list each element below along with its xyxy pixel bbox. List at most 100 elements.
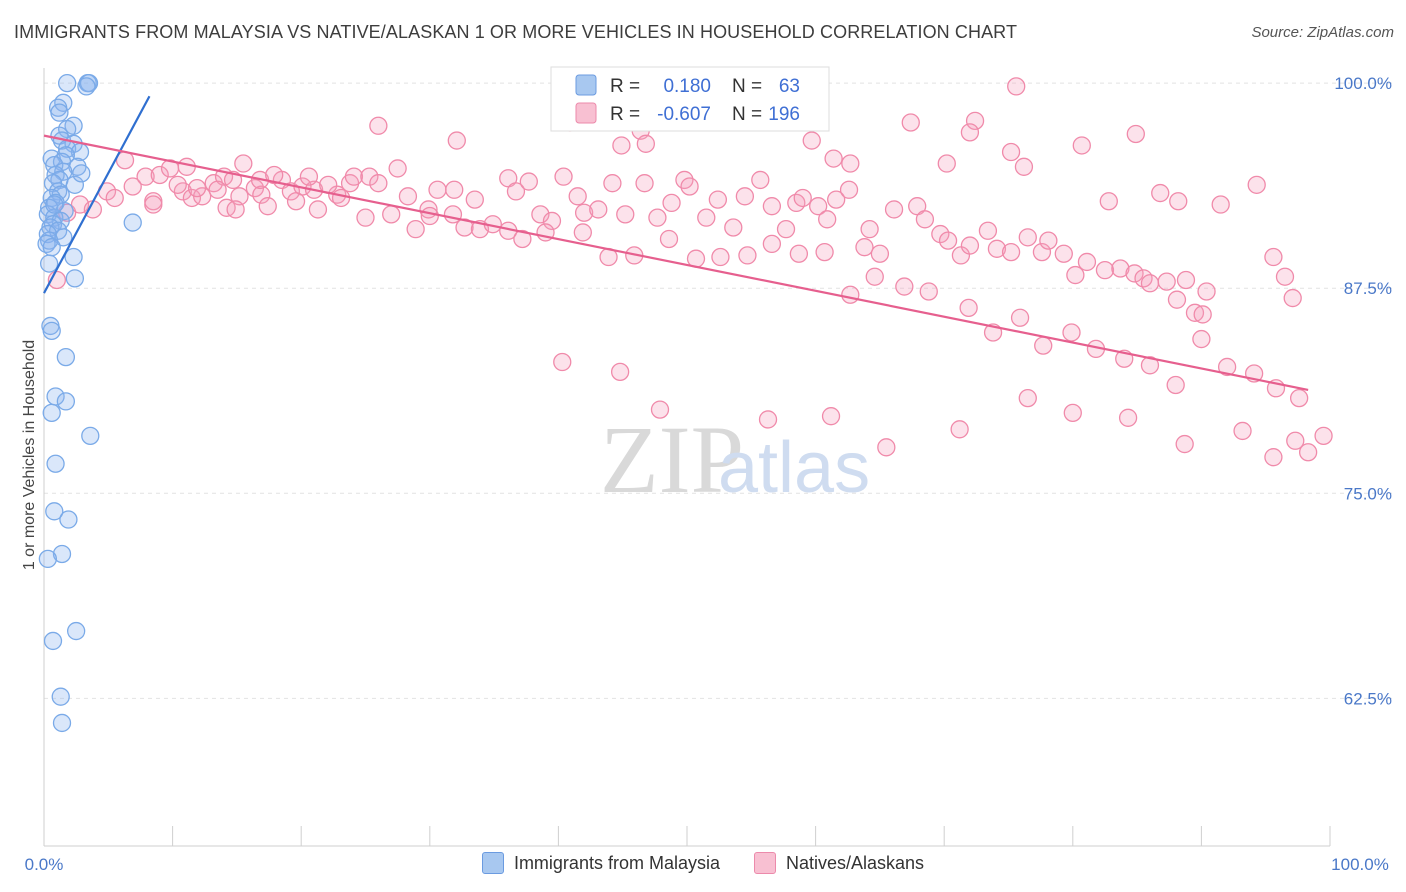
malaysia-point-56 xyxy=(38,549,58,569)
natives-point-18 xyxy=(223,170,243,190)
natives-point-8 xyxy=(136,167,155,186)
natives-point-155 xyxy=(711,247,730,267)
legend-item-malaysia: Immigrants from Malaysia xyxy=(481,852,720,874)
natives-point-96 xyxy=(1157,272,1176,291)
malaysia-point-38 xyxy=(54,228,73,247)
y-axis-label: 1 or more Vehicles in Household xyxy=(21,340,38,570)
natives-point-168 xyxy=(1062,323,1081,342)
natives-point-116 xyxy=(1001,142,1021,162)
natives-point-36 xyxy=(398,187,418,206)
natives-point-133 xyxy=(208,180,227,199)
legend-r-label-2: R = xyxy=(610,104,640,125)
correlation-legend: R = 0.180 N = 63 R = -0.607 N = 196 xyxy=(550,66,830,132)
malaysia-point-41 xyxy=(42,238,61,257)
legend-swatch-malaysia xyxy=(575,74,597,96)
natives-point-83 xyxy=(987,239,1007,258)
natives-point-71 xyxy=(839,180,859,199)
natives-point-70 xyxy=(827,190,846,209)
natives-point-20 xyxy=(217,198,236,217)
natives-point-107 xyxy=(802,131,821,150)
natives-point-173 xyxy=(1192,329,1211,349)
malaysia-point-40 xyxy=(37,234,56,254)
natives-point-110 xyxy=(841,154,860,173)
malaysia-point-62 xyxy=(72,164,91,183)
natives-point-183 xyxy=(877,438,896,457)
natives-point-97 xyxy=(1167,290,1187,309)
natives-point-119 xyxy=(1099,192,1118,211)
axes xyxy=(43,68,1331,847)
malaysia-point-53 xyxy=(45,502,64,521)
natives-point-113 xyxy=(965,111,985,131)
natives-point-23 xyxy=(252,185,271,204)
natives-point-68 xyxy=(809,197,828,216)
malaysia-point-60 xyxy=(52,713,72,733)
natives-point-193 xyxy=(1314,426,1333,446)
malaysia-point-35 xyxy=(123,213,142,232)
natives-point-64 xyxy=(762,197,782,216)
malaysia-point-55 xyxy=(52,544,72,564)
natives-point-62 xyxy=(735,187,755,206)
legend-label-malaysia: Immigrants from Malaysia xyxy=(513,852,720,873)
y-tick-label-3: 100.0% xyxy=(1334,74,1392,93)
malaysia-point-54 xyxy=(59,510,78,529)
natives-point-88 xyxy=(1054,244,1073,263)
natives-point-86 xyxy=(1032,242,1052,262)
natives-point-60 xyxy=(708,190,728,209)
natives-point-177 xyxy=(1289,388,1309,408)
natives-point-32 xyxy=(344,167,364,186)
natives-point-90 xyxy=(1077,252,1097,272)
natives-point-188 xyxy=(1175,434,1194,454)
natives-point-125 xyxy=(1211,195,1230,214)
natives-point-182 xyxy=(821,407,841,426)
malaysia-point-46 xyxy=(42,321,61,341)
natives-point-49 xyxy=(568,187,587,206)
natives-point-166 xyxy=(1010,308,1030,327)
natives-point-136 xyxy=(265,165,284,185)
legend-r-value-1: 0.180 xyxy=(663,76,711,97)
natives-point-101 xyxy=(447,131,466,150)
natives-point-161 xyxy=(865,267,884,286)
natives-point-189 xyxy=(1233,421,1252,441)
natives-point-40 xyxy=(455,218,474,237)
malaysia-point-58 xyxy=(43,631,63,651)
natives-point-89 xyxy=(1066,265,1085,285)
legend-swatch-natives-bottom xyxy=(753,852,776,874)
legend-item-natives: Natives/Alaskans xyxy=(753,852,924,874)
natives-point-121 xyxy=(1151,183,1170,203)
natives-point-185 xyxy=(1018,388,1037,408)
natives-point-192 xyxy=(1298,443,1318,462)
natives-point-174 xyxy=(1217,357,1237,377)
x-tick-label-0: 0.0% xyxy=(25,855,64,874)
natives-trend-line xyxy=(43,134,1309,391)
natives-point-35 xyxy=(388,159,407,178)
natives-point-158 xyxy=(789,244,809,263)
natives-point-132 xyxy=(187,178,207,198)
natives-point-100 xyxy=(369,116,388,135)
legend-n-label-1: N = xyxy=(732,76,762,97)
natives-point-178 xyxy=(553,352,572,372)
natives-point-124 xyxy=(1197,282,1216,301)
natives-point-81 xyxy=(960,236,980,255)
natives-point-12 xyxy=(177,157,196,176)
malaysia-point-59 xyxy=(51,687,70,706)
natives-point-146 xyxy=(465,190,484,209)
natives-point-114 xyxy=(960,123,980,142)
natives-point-144 xyxy=(420,206,439,226)
natives-point-130 xyxy=(144,195,163,214)
natives-point-145 xyxy=(443,205,463,224)
natives-point-171 xyxy=(1140,356,1160,375)
natives-point-33 xyxy=(360,167,379,186)
malaysia-point-44 xyxy=(65,269,85,288)
natives-point-10 xyxy=(150,165,169,185)
natives-point-47 xyxy=(542,211,562,231)
natives-point-137 xyxy=(286,192,306,211)
natives-point-167 xyxy=(1034,336,1053,355)
natives-point-38 xyxy=(428,180,447,199)
malaysia-point-61 xyxy=(45,195,64,214)
malaysia-point-57 xyxy=(67,621,86,641)
malaysia-point-47 xyxy=(56,347,76,367)
natives-point-160 xyxy=(841,285,860,304)
malaysia-point-52 xyxy=(46,454,65,473)
malaysia-point-43 xyxy=(39,254,59,273)
natives-point-179 xyxy=(610,362,630,382)
